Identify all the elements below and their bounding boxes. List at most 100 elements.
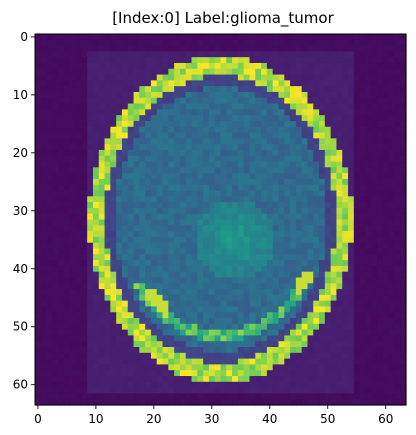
pixel-cell — [40, 120, 48, 128]
pixel-cell — [168, 289, 175, 296]
pixel-cell — [87, 364, 94, 371]
pixel-cell — [342, 39, 349, 47]
pixel-cell — [336, 289, 343, 296]
pixel-cell — [203, 358, 210, 366]
pixel-cell — [197, 387, 204, 395]
pixel-cell — [191, 138, 198, 145]
pixel-cell — [255, 364, 262, 371]
pixel-cell — [92, 149, 100, 157]
pixel-cell — [127, 57, 135, 64]
pixel-cell — [127, 149, 135, 157]
pixel-cell — [127, 289, 135, 296]
pixel-cell — [139, 231, 146, 238]
pixel-cell — [145, 86, 152, 93]
pixel-cell — [110, 260, 117, 267]
pixel-cell — [150, 62, 158, 70]
pixel-cell — [197, 167, 204, 174]
pixel-cell — [156, 202, 164, 209]
pixel-cell — [237, 323, 245, 331]
pixel-cell — [162, 62, 169, 70]
pixel-cell — [145, 74, 152, 81]
pixel-cell — [400, 62, 407, 70]
pixel-cell — [98, 306, 106, 313]
pixel-cell — [168, 347, 175, 354]
pixel-cell — [179, 39, 187, 47]
pixel-cell — [290, 51, 297, 58]
pixel-cell — [69, 202, 77, 209]
pixel-cell — [133, 358, 140, 366]
pixel-cell — [301, 126, 309, 134]
pixel-cell — [110, 62, 117, 70]
pixel-cell — [382, 57, 390, 64]
pixel-cell — [35, 34, 42, 41]
pixel-cell — [98, 68, 106, 76]
pixel-cell — [179, 80, 187, 87]
pixel-cell — [261, 34, 268, 41]
pixel-cell — [342, 341, 349, 348]
pixel-cell — [174, 364, 181, 371]
pixel-cell — [226, 34, 233, 41]
pixel-cell — [220, 318, 227, 325]
pixel-cell — [394, 260, 401, 267]
pixel-cell — [330, 219, 338, 226]
pixel-cell — [319, 231, 326, 238]
pixel-cell — [185, 34, 193, 41]
pixel-cell — [63, 265, 71, 273]
pixel-cell — [359, 370, 367, 377]
pixel-cell — [174, 370, 181, 377]
pixel-cell — [313, 45, 320, 52]
pixel-cell — [359, 323, 367, 331]
pixel-cell — [162, 167, 169, 174]
pixel-cell — [127, 86, 135, 93]
pixel-cell — [81, 34, 88, 41]
pixel-cell — [168, 358, 175, 366]
pixel-cell — [179, 34, 187, 41]
pixel-cell — [226, 381, 233, 389]
pixel-cell — [87, 219, 94, 226]
pixel-cell — [156, 190, 164, 197]
pixel-cell — [371, 219, 378, 226]
pixel-cell — [35, 91, 42, 99]
pixel-cell — [301, 149, 309, 157]
pixel-cell — [185, 132, 193, 139]
pixel-cell — [40, 149, 48, 157]
pixel-cell — [139, 236, 146, 244]
pixel-cell — [330, 45, 338, 52]
pixel-cell — [377, 173, 384, 180]
pixel-cell — [272, 51, 280, 58]
pixel-cell — [150, 352, 158, 360]
pixel-cell — [214, 161, 222, 168]
pixel-cell — [52, 149, 59, 157]
pixel-cell — [75, 155, 82, 163]
pixel-cell — [353, 34, 361, 41]
pixel-cell — [365, 283, 372, 290]
pixel-cell — [272, 329, 280, 337]
pixel-cell — [330, 289, 338, 296]
pixel-cell — [400, 364, 407, 371]
pixel-cell — [139, 167, 146, 174]
pixel-cell — [104, 306, 111, 313]
pixel-cell — [243, 341, 251, 348]
pixel-cell — [156, 335, 164, 342]
pixel-cell — [243, 352, 251, 360]
pixel-cell — [127, 213, 135, 221]
pixel-cell — [319, 178, 326, 186]
pixel-cell — [243, 387, 251, 395]
pixel-cell — [290, 39, 297, 47]
pixel-cell — [46, 312, 53, 319]
pixel-cell — [87, 97, 94, 105]
pixel-cell — [179, 178, 187, 186]
pixel-cell — [35, 178, 42, 186]
pixel-cell — [58, 260, 65, 267]
pixel-cell — [145, 323, 152, 331]
pixel-cell — [185, 283, 193, 290]
pixel-cell — [150, 399, 158, 406]
pixel-cell — [232, 138, 239, 145]
pixel-cell — [116, 219, 123, 226]
pixel-cell — [35, 173, 42, 180]
pixel-cell — [226, 312, 233, 319]
pixel-cell — [168, 126, 175, 134]
pixel-cell — [232, 62, 239, 70]
pixel-cell — [382, 364, 390, 371]
pixel-cell — [394, 323, 401, 331]
